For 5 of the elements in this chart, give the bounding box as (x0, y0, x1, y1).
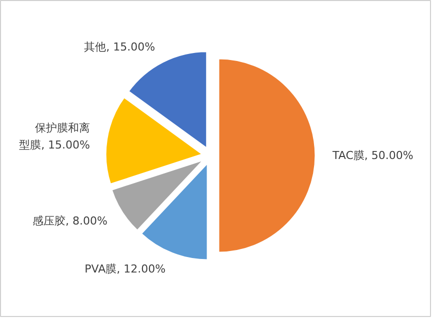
slice-label: PVA膜, 12.00% (84, 262, 166, 276)
slice-label: 保护膜和离型膜, 15.00% (19, 121, 90, 152)
slice-label: TAC膜, 50.00% (332, 149, 414, 162)
slice-label: 其他, 15.00% (84, 40, 156, 54)
slice-label: 感压胶, 8.00% (32, 214, 108, 228)
